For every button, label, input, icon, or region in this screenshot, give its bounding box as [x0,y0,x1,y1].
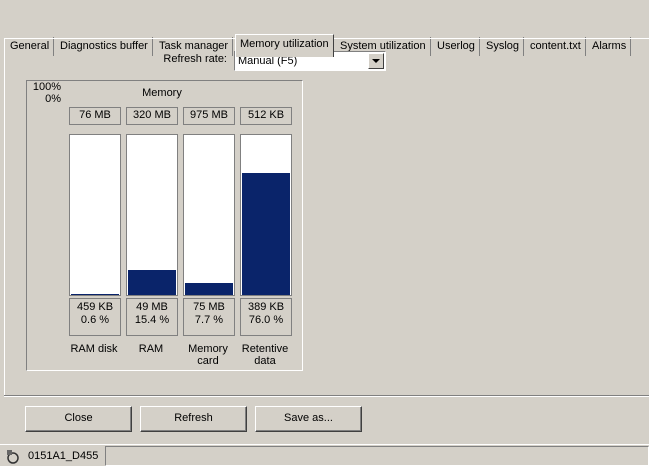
device-name: RAM [138,343,164,355]
usage-box: 389 KB 76.0 % [240,298,292,336]
device-name: card [197,355,219,367]
tab[interactable]: Syslog [482,37,525,56]
status-icon [7,450,19,464]
button[interactable]: Refresh [140,406,247,432]
capacity: 76 MB [69,107,121,125]
used: 75 MB [193,301,225,313]
used: 49 MB [136,301,168,313]
used-percent: 15.4 % [134,314,170,326]
usage-column [126,134,178,296]
tab[interactable]: Userlog [433,37,480,56]
tab[interactable]: System utilization [336,37,431,56]
status-text: 0151A1_D455 [28,450,99,462]
dropdown-arrow [372,59,380,63]
dropdown-button[interactable] [368,53,384,69]
usage-bar [71,294,119,295]
refresh-value: Manual (F5) [238,55,298,67]
tab[interactable]: content.txt [526,37,586,56]
tab[interactable]: Memory utilization [235,34,334,57]
memory-panel: Memory 100% 0% 76 MB 459 KB 0.6 % RAM disk 320… [26,80,303,371]
status-bar: 0151A1_D455 [0,444,649,466]
used-percent: 0.6 % [80,314,110,326]
tab[interactable]: Alarms [588,37,632,56]
used: 389 KB [247,301,285,313]
usage-bar [128,270,176,295]
device-name: RAM disk [70,343,118,355]
usage-box: 49 MB 15.4 % [126,298,178,336]
used-percent: 76.0 % [248,314,284,326]
tab-strip: General Diagnostics buffer Task manager Mem… [6,17,632,57]
status-panel [105,446,649,466]
capacity: 975 MB [183,107,235,125]
usage-box: 459 KB 0.6 % [69,298,121,336]
tab[interactable]: Task manager [155,37,234,56]
device-name: Memory [188,343,228,355]
refresh-select[interactable]: Manual (F5) [234,51,386,71]
usage-column [69,134,121,296]
memory-title: Memory [142,87,182,99]
refresh-label: Refresh rate: [163,53,227,65]
device-name: data [254,355,276,367]
used-percent: 7.7 % [194,314,224,326]
usage-bar [242,173,290,295]
scale-label: 0% [45,93,61,105]
capacity: 512 KB [240,107,292,125]
button-bar [4,395,649,441]
usage-column [240,134,292,296]
tab[interactable]: Diagnostics buffer [56,37,153,56]
button[interactable]: Save as... [255,406,362,432]
usage-column [183,134,235,296]
used: 459 KB [76,301,114,313]
device-name: Retentive [241,343,289,355]
capacity: 320 MB [126,107,178,125]
usage-bar [185,282,233,295]
button[interactable]: Close [25,406,132,432]
scale-label: 100% [32,81,61,93]
tab[interactable]: General [6,37,55,56]
usage-box: 75 MB 7.7 % [183,298,235,336]
